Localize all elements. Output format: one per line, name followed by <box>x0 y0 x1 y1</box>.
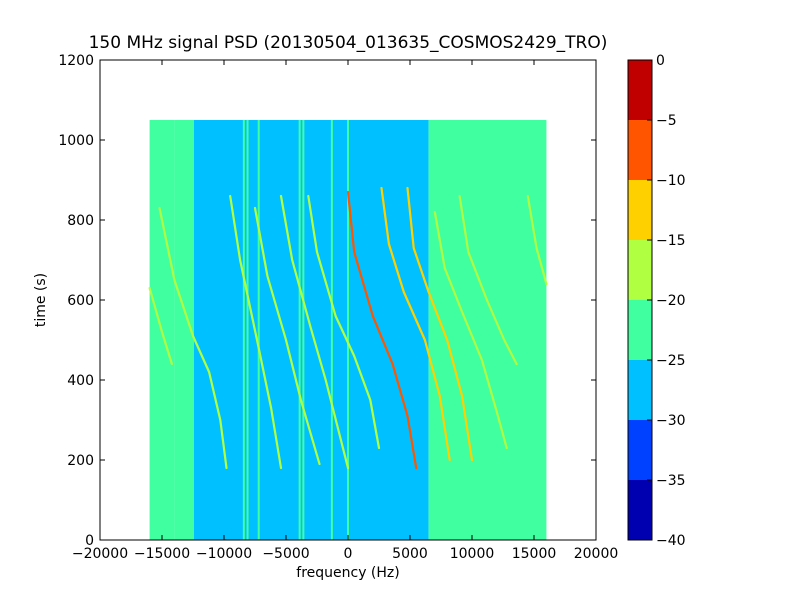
colorbar-tick-label: −35 <box>656 473 686 489</box>
x-tick-label: −20000 <box>72 546 128 562</box>
signal-trace-7 <box>380 186 451 462</box>
colorbar-tick-label: −40 <box>656 533 686 549</box>
signal-trace-3 <box>253 206 321 466</box>
x-axis-label: frequency (Hz) <box>296 565 399 581</box>
y-axis-label: time (s) <box>33 273 49 327</box>
signal-trace-1 <box>148 286 173 366</box>
x-tick-label: 10000 <box>450 546 495 562</box>
x-tick-label: −10000 <box>196 546 252 562</box>
x-tick-label: −15000 <box>134 546 190 562</box>
y-tick-label: 800 <box>67 213 94 229</box>
colorbar-band-5 <box>628 180 652 240</box>
colorbar-tick-label: −20 <box>656 293 686 309</box>
signal-traces <box>148 186 548 470</box>
signal-trace-2 <box>229 194 283 470</box>
y-axis-ticks: 0 200 400 600 800 1000 1200 <box>58 53 596 549</box>
heatmap-region-1 <box>174 120 193 540</box>
colorbar-bands <box>628 60 652 540</box>
colorbar-tick-label: −30 <box>656 413 686 429</box>
colorbar-ticks: 0 −5 −10 −15 −20 −25 −30 −35 −40 <box>647 53 686 549</box>
colorbar-tick-label: 0 <box>656 53 665 69</box>
signal-trace-4 <box>279 194 350 470</box>
colorbar: 0 −5 −10 −15 −20 −25 −30 −35 −40 <box>627 53 686 549</box>
colorbar-band-6 <box>628 120 652 180</box>
vertical-lines <box>192 120 349 540</box>
y-tick-label: 1200 <box>58 53 94 69</box>
signal-trace-9 <box>433 210 508 450</box>
signal-trace-6 <box>346 190 418 470</box>
colorbar-tick-label: −15 <box>656 233 686 249</box>
signal-trace-11 <box>526 194 548 286</box>
x-axis-ticks: −20000 −15000 −10000 −5000 0 5000 10000 15000 20… <box>72 60 618 562</box>
colorbar-band-3 <box>628 300 652 360</box>
y-tick-label: 400 <box>67 373 94 389</box>
y-tick-label: 0 <box>85 533 94 549</box>
x-tick-label: 20000 <box>574 546 619 562</box>
signal-trace-5 <box>307 194 381 450</box>
x-tick-label: 5000 <box>392 546 428 562</box>
colorbar-band-0 <box>628 480 652 540</box>
chart-title: 150 MHz signal PSD (20130504_013635_COSM… <box>89 33 608 53</box>
heatmap-region-3 <box>428 120 547 540</box>
plot-area: −20000 −15000 −10000 −5000 0 5000 10000 15000 20… <box>58 53 618 562</box>
colorbar-band-1 <box>628 420 652 480</box>
colorbar-band-4 <box>628 240 652 300</box>
signal-trace-10 <box>458 194 518 366</box>
signal-trace-0 <box>158 206 228 470</box>
y-tick-label: 600 <box>67 293 94 309</box>
colorbar-band-2 <box>628 360 652 420</box>
x-tick-label: −5000 <box>262 546 309 562</box>
y-tick-label: 1000 <box>58 133 94 149</box>
x-tick-label: 15000 <box>512 546 557 562</box>
colorbar-tick-label: −10 <box>656 173 686 189</box>
colorbar-tick-label: −5 <box>656 113 677 129</box>
x-tick-label: 0 <box>344 546 353 562</box>
colorbar-band-7 <box>628 60 652 120</box>
y-tick-label: 200 <box>67 453 94 469</box>
signal-trace-8 <box>406 186 474 462</box>
colorbar-tick-label: −25 <box>656 353 686 369</box>
